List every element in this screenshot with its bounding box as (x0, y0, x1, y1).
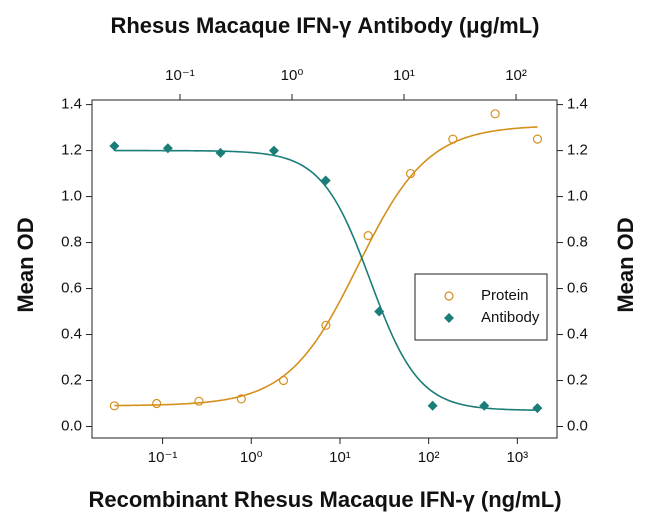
y2-tick-label: 1.0 (567, 188, 588, 205)
circle-marker (321, 320, 331, 330)
x2-tick-label: 10¹ (393, 67, 415, 84)
y-tick-label: 0.6 (61, 280, 82, 297)
x-tick-label: 10² (418, 449, 440, 466)
x2-tick-label: 10² (505, 67, 527, 84)
y2-tick-label: 0.6 (567, 280, 588, 297)
diamond-marker (215, 147, 226, 158)
x-tick-label: 10⁻¹ (148, 449, 178, 466)
circle-marker (236, 394, 246, 404)
y2-tick-label: 0.2 (567, 371, 588, 388)
circle-marker (194, 396, 204, 406)
circle-marker (405, 168, 416, 179)
y2-tick-label: 0.8 (567, 234, 588, 251)
y-tick-label: 0.4 (61, 325, 82, 342)
diamond-marker (268, 145, 279, 156)
legend-box (414, 273, 548, 341)
fit-curve (114, 126, 538, 407)
circle-marker (490, 109, 500, 119)
diamond-marker (320, 175, 331, 186)
circle-marker (109, 401, 119, 411)
y2-tick-label: 1.2 (567, 142, 588, 159)
legend-label: Antibody (481, 309, 540, 326)
diamond-marker (374, 306, 385, 317)
diamond-marker (427, 400, 438, 411)
y-tick-label: 0.0 (61, 417, 82, 434)
circle-marker (448, 134, 458, 144)
x2-tick-label: 10⁰ (281, 67, 304, 84)
circle-marker (363, 231, 373, 241)
x-axis-title: Recombinant Rhesus Macaque IFN-γ (ng/mL) (88, 487, 561, 512)
diamond-marker (162, 143, 173, 154)
circle-marker (152, 398, 162, 409)
legend-label: Protein (481, 287, 529, 304)
x-tick-label: 10⁰ (240, 449, 263, 466)
y-tick-label: 1.0 (61, 188, 82, 205)
circle-marker (532, 134, 543, 144)
y-axis-title: Mean OD (13, 217, 38, 312)
y-tick-label: 0.2 (61, 371, 82, 388)
diamond-marker (109, 140, 120, 151)
diamond-marker (479, 400, 490, 411)
diamond-marker (444, 313, 454, 323)
circle-marker (444, 291, 454, 301)
y2-tick-label: 1.4 (567, 96, 588, 113)
circle-marker (278, 375, 289, 386)
plot-frame (91, 99, 558, 439)
y-tick-label: 1.2 (61, 142, 82, 159)
x-tick-label: 10¹ (329, 449, 351, 466)
y-tick-label: 0.8 (61, 234, 82, 251)
y2-tick-label: 0.4 (567, 325, 588, 342)
top-axis-title: Rhesus Macaque IFN-γ Antibody (μg/mL) (110, 13, 539, 38)
x2-tick-label: 10⁻¹ (165, 67, 195, 84)
diamond-marker (532, 403, 543, 414)
x-tick-label: 10³ (506, 449, 528, 466)
y-tick-label: 1.4 (61, 96, 82, 113)
fit-curve (114, 149, 538, 411)
y2-tick-label: 0.0 (567, 417, 588, 434)
y2-axis-title: Mean OD (613, 217, 638, 312)
